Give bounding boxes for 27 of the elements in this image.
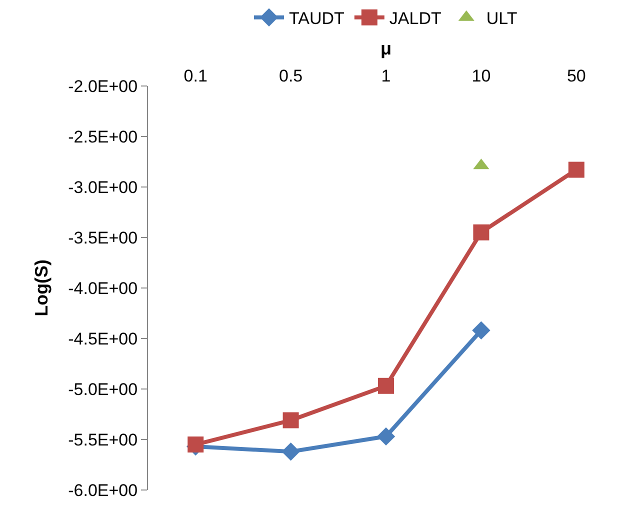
- y-tick-label: -5.5E+00: [68, 430, 138, 450]
- point: [472, 321, 490, 340]
- point: [188, 436, 204, 453]
- x-tick-label: 10: [472, 66, 491, 86]
- point: [376, 427, 396, 446]
- legend-label: JALDT: [389, 9, 442, 28]
- y-tick-label: -2.0E+00: [68, 76, 138, 96]
- y-axis-title: Log(S): [31, 259, 52, 316]
- point: [282, 442, 300, 461]
- y-tick-label: -2.5E+00: [68, 127, 138, 146]
- point: [473, 224, 490, 240]
- point: [282, 412, 299, 428]
- point: [378, 378, 394, 394]
- point: [568, 162, 584, 178]
- x-tick-label: 1: [381, 66, 391, 86]
- x-axis-title: μ: [380, 38, 392, 59]
- y-tick-label: -4.0E+00: [68, 278, 138, 298]
- y-tick-label: -3.5E+00: [68, 228, 138, 248]
- y-tick-label: -6.0E+00: [68, 480, 138, 500]
- y-tick-label: -5.0E+00: [68, 380, 138, 399]
- legend-label: TAUDT: [289, 9, 344, 28]
- x-tick-label: 0.1: [184, 66, 208, 86]
- x-tick-label: 50: [566, 66, 586, 86]
- x-tick-label: 0.5: [278, 66, 303, 86]
- y-tick-label: -4.5E+00: [68, 329, 138, 348]
- legend-label: ULT: [486, 9, 518, 28]
- y-tick-label: -3.0E+00: [68, 178, 138, 197]
